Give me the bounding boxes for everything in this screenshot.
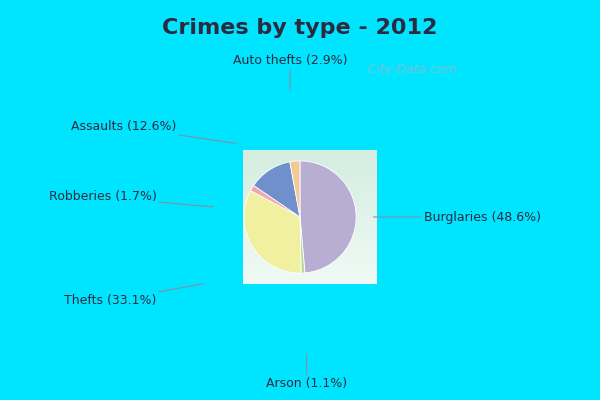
- Wedge shape: [300, 161, 356, 273]
- Wedge shape: [254, 162, 300, 217]
- Wedge shape: [300, 217, 305, 273]
- Text: Arson (1.1%): Arson (1.1%): [266, 354, 347, 390]
- Text: Burglaries (48.6%): Burglaries (48.6%): [373, 210, 541, 224]
- Wedge shape: [244, 190, 301, 273]
- Text: City-Data.com: City-Data.com: [364, 63, 457, 76]
- Wedge shape: [290, 161, 300, 217]
- Text: Robberies (1.7%): Robberies (1.7%): [49, 190, 213, 207]
- Wedge shape: [250, 186, 300, 217]
- Text: Thefts (33.1%): Thefts (33.1%): [64, 284, 203, 307]
- Text: Crimes by type - 2012: Crimes by type - 2012: [163, 18, 437, 38]
- Text: Auto thefts (2.9%): Auto thefts (2.9%): [233, 54, 347, 90]
- Text: Assaults (12.6%): Assaults (12.6%): [71, 120, 236, 144]
